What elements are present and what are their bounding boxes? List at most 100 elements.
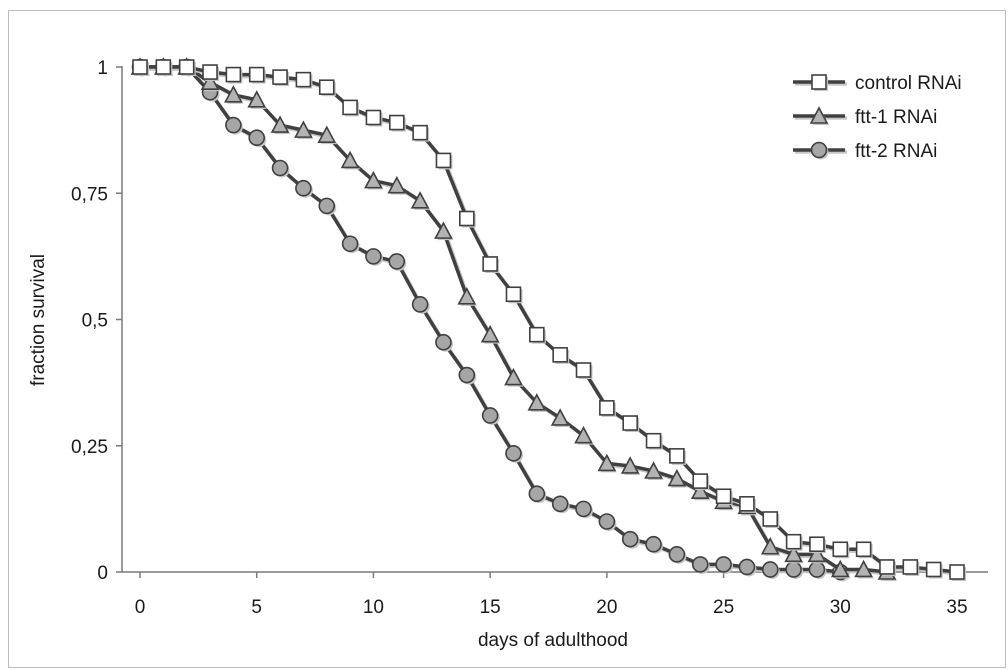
data-point [340, 150, 360, 169]
data-point [668, 546, 686, 563]
data-point [527, 393, 547, 411]
x-tick-label: 20 [596, 597, 617, 618]
plot-area [130, 57, 966, 582]
data-point [295, 179, 312, 197]
legend-marker [810, 141, 828, 159]
data-point [458, 366, 476, 384]
data-point [738, 558, 756, 576]
data-point [318, 197, 336, 215]
data-point [598, 513, 616, 530]
x-tick-label: 10 [363, 597, 384, 618]
data-point [550, 408, 570, 426]
data-point [388, 253, 406, 270]
series-ftt-1-rnai [130, 57, 897, 581]
data-point [364, 170, 383, 189]
data-point [225, 66, 242, 83]
data-point [224, 85, 243, 103]
data-point [691, 556, 709, 573]
data-point [622, 415, 639, 431]
legend-label: ftt-2 RNAi [855, 141, 937, 162]
data-point [784, 544, 803, 563]
data-point [202, 64, 218, 80]
legend-entry: ftt-1 RNAi [793, 106, 937, 128]
data-point [621, 530, 639, 548]
y-axis-title: fraction survival [28, 254, 49, 386]
data-point [529, 326, 545, 343]
x-tick-label: 5 [251, 597, 262, 618]
data-point [528, 485, 546, 503]
data-point [411, 296, 429, 313]
data-point [387, 175, 407, 194]
legend: control RNAi ftt-1 RNAi ftt-2 RNAi [793, 73, 962, 162]
legend-marker [809, 106, 829, 124]
data-point [318, 79, 335, 95]
series-line-shadow [142, 67, 843, 576]
data-point [762, 511, 779, 527]
data-point [480, 324, 500, 343]
legend-label: ftt-1 RNAi [855, 107, 937, 128]
data-point [739, 496, 755, 512]
data-point [225, 116, 242, 134]
data-point [458, 210, 475, 227]
data-point [505, 445, 522, 462]
data-point [434, 221, 453, 239]
data-point [200, 72, 220, 90]
data-point [365, 109, 382, 126]
data-point [247, 90, 267, 108]
data-point [178, 59, 195, 75]
data-point [925, 561, 942, 578]
data-point [552, 347, 568, 363]
data-point [832, 541, 849, 558]
data-point [270, 115, 290, 133]
y-tick-label: 1 [97, 58, 108, 79]
data-point [785, 533, 802, 550]
data-point [760, 537, 780, 555]
y-tick-label: 0,25 [71, 437, 108, 458]
x-axis-title: days of adulthood [478, 630, 628, 651]
x-tick-label: 30 [830, 597, 851, 618]
data-point [645, 432, 662, 449]
data-point [785, 561, 802, 578]
data-point [902, 559, 919, 575]
data-point [248, 66, 265, 83]
data-point [412, 124, 428, 141]
data-point [807, 544, 827, 563]
data-point [644, 461, 663, 479]
data-point [667, 468, 687, 487]
data-point [645, 535, 662, 553]
data-point [854, 559, 873, 578]
data-point [620, 456, 640, 474]
data-point [949, 564, 965, 580]
data-point [715, 556, 732, 573]
legend-marker [811, 74, 827, 90]
data-point [155, 59, 172, 75]
data-point [294, 120, 313, 138]
data-point [692, 473, 709, 489]
data-point [271, 159, 289, 177]
data-point [599, 400, 615, 416]
x-tick-label: 35 [946, 597, 967, 618]
y-tick-label: 0,5 [82, 311, 108, 332]
data-point [879, 559, 895, 575]
legend-entry: control RNAi [793, 73, 962, 94]
x-tick-label: 15 [480, 597, 501, 618]
data-point [342, 99, 358, 116]
data-point [481, 407, 499, 424]
y-tick-label: 0 [97, 563, 108, 584]
x-tick-label: 0 [135, 597, 146, 618]
data-point [830, 559, 850, 578]
data-point [761, 561, 779, 578]
data-point [809, 536, 825, 553]
data-point [482, 256, 498, 272]
data-point [574, 425, 593, 444]
data-point [388, 114, 405, 131]
data-point [575, 362, 592, 378]
data-point [435, 152, 452, 169]
x-tick-label: 25 [713, 597, 734, 618]
data-point [341, 235, 359, 253]
legend-entry: ftt-2 RNAi [793, 141, 937, 162]
data-point [248, 129, 266, 146]
data-point [715, 488, 732, 505]
legend-label: control RNAi [855, 73, 962, 94]
data-point [272, 69, 288, 85]
